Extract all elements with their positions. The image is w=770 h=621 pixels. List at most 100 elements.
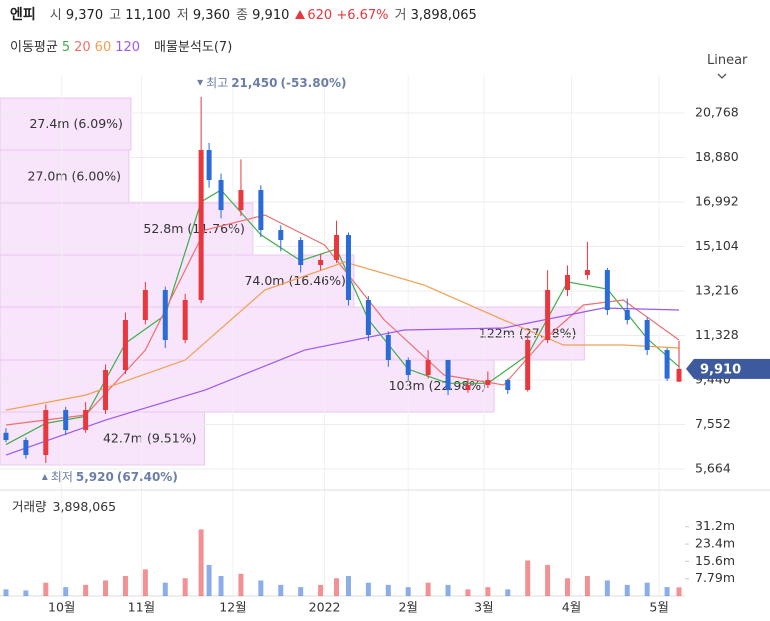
profile-share: (6.09%) <box>73 116 122 131</box>
candle-body <box>83 410 89 431</box>
candle-body <box>565 274 571 291</box>
volume-bar <box>142 569 148 596</box>
volume-total: 3,898,065 <box>53 499 117 514</box>
legend-entry[interactable]: 120 <box>115 40 141 55</box>
volume-tick-label: 23.4m <box>695 536 735 551</box>
volume-bar <box>604 580 610 596</box>
volume-title-label: 거래량 <box>12 499 47 514</box>
last-price-tag <box>694 358 770 379</box>
candle-body <box>345 235 351 301</box>
candle-body <box>63 410 69 431</box>
volume: 3,898,065 <box>410 8 477 23</box>
stock-name: 엔피 <box>10 7 36 23</box>
profile-volume: 52.8m <box>143 221 183 236</box>
volume-bar <box>3 589 9 596</box>
volume-bar <box>545 564 551 596</box>
volume-bar <box>676 587 682 596</box>
volume-bar <box>238 573 244 596</box>
volume-bar <box>365 582 371 596</box>
volume-bar <box>122 576 128 596</box>
candle-body <box>365 300 371 336</box>
candle-body <box>43 410 49 456</box>
x-tick-label: 2월 <box>398 600 417 615</box>
profile-title[interactable]: 매물분석도(7) <box>154 40 233 55</box>
legend-entry[interactable]: 5 <box>61 40 71 55</box>
scale-label[interactable]: Linear <box>707 53 748 68</box>
moving-average-line <box>5 307 680 456</box>
volume-bar <box>465 589 471 596</box>
volume-title: 거래량 3,898,065 <box>12 499 116 514</box>
x-tick-label: 11월 <box>128 600 155 615</box>
candle-body <box>405 360 411 376</box>
y-tick-label: 13,216 <box>695 283 739 298</box>
close: 9,910 <box>252 8 290 23</box>
note-change: (-53.80%) <box>281 75 347 89</box>
volume-tick-label: 31.2m <box>695 518 735 533</box>
candle-body <box>624 310 630 321</box>
note-label: 최고 <box>206 75 228 89</box>
last-price-pointer <box>686 358 694 379</box>
profile-band <box>0 306 585 361</box>
open: 9,370 <box>65 8 104 23</box>
volume-bar <box>644 582 650 596</box>
note-arrow <box>41 473 48 480</box>
quote-header: 엔피 시 9,370 고 11,100 저 9,360 종 9,910 620 +6.67… <box>10 4 477 24</box>
volume-bar <box>405 587 411 596</box>
note-value: 21,450 <box>231 75 277 89</box>
profile-volume: 42.7m <box>103 430 143 445</box>
moving-average-line <box>5 214 680 426</box>
candle-body <box>465 385 471 391</box>
legend-entry[interactable]: 20 <box>74 40 91 55</box>
profile-band <box>0 149 130 204</box>
change: 620 <box>307 8 333 23</box>
profile-label: 74.0m (16.46%) <box>244 273 345 288</box>
x-tick-label: 5월 <box>649 600 668 615</box>
candle-body <box>142 290 148 321</box>
y-tick-label: 7,552 <box>695 416 731 431</box>
scale-select[interactable]: Linear <box>707 53 770 83</box>
volume-bar <box>525 560 531 596</box>
candle-body <box>162 290 168 341</box>
indicator-legend: 이동평균 5 20 60 120 매물분석도(7) <box>10 36 236 55</box>
extreme-note: 최고 21,450 (-53.80%) <box>206 75 346 89</box>
last-price-label: 9,910 <box>700 362 741 377</box>
candle-body <box>3 432 9 441</box>
candle-body <box>385 335 391 361</box>
candle-body <box>103 370 109 411</box>
candle-body <box>278 230 284 241</box>
candle-body <box>425 360 431 376</box>
open-label: 시 <box>49 8 62 23</box>
low-label: 저 <box>176 8 189 23</box>
high: 11,100 <box>125 8 171 23</box>
extreme-note: 최저 5,920 (67.40%) <box>51 469 178 483</box>
volume-bar <box>485 587 491 596</box>
volume-bar <box>584 576 590 596</box>
candle-body <box>298 240 304 266</box>
up-icon <box>295 10 306 19</box>
candle-body <box>122 320 128 371</box>
chevron <box>717 73 727 79</box>
legend-entry[interactable]: 60 <box>94 40 112 55</box>
candle-body <box>604 270 610 311</box>
volume-bar <box>206 564 212 596</box>
volume-bar <box>218 576 224 596</box>
volume-bar <box>385 584 391 596</box>
profile-volume: 74.0m <box>244 273 284 288</box>
volume-bar <box>278 584 284 596</box>
candle-body <box>23 440 29 456</box>
profile-label: 27.0m (6.00%) <box>28 168 121 183</box>
volume-bar <box>43 582 49 596</box>
profile-band <box>0 97 132 151</box>
candle-body <box>664 350 670 379</box>
note-value: 5,920 <box>76 469 114 483</box>
moving-average-line <box>5 261 680 411</box>
candle-body <box>505 380 511 391</box>
volume-tick-label: 7.79m <box>695 570 735 585</box>
candle-body <box>198 150 204 301</box>
candle-body <box>485 380 491 386</box>
candle-body <box>584 270 590 275</box>
volume-bar <box>83 584 89 596</box>
volume-bar <box>345 576 351 596</box>
